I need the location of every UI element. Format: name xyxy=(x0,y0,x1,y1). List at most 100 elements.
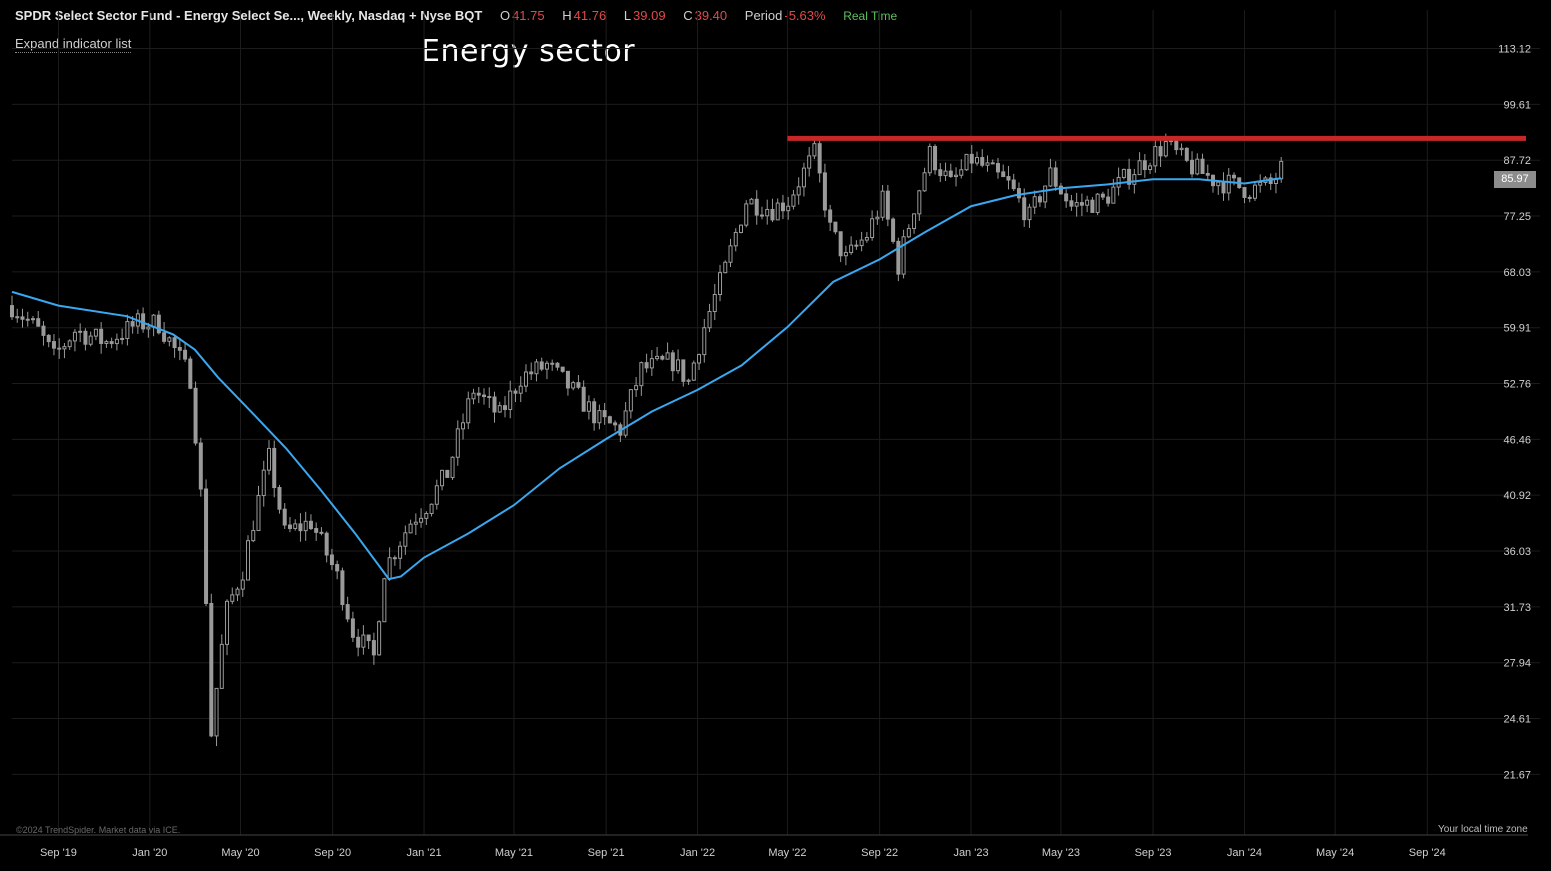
candle xyxy=(786,196,791,220)
candle xyxy=(980,149,985,168)
candle-body xyxy=(319,531,324,534)
candle-body xyxy=(744,203,749,226)
candle xyxy=(718,264,723,302)
candle xyxy=(906,224,911,239)
candle xyxy=(1100,191,1105,201)
candle xyxy=(765,199,770,225)
candle-body xyxy=(419,517,424,523)
candle xyxy=(995,157,1000,179)
candle xyxy=(377,620,382,656)
candle-body xyxy=(1242,187,1247,198)
candle-body xyxy=(1111,186,1116,204)
candle-body xyxy=(429,503,434,514)
candle xyxy=(314,522,319,541)
candle-body xyxy=(854,244,859,247)
candle xyxy=(697,353,702,370)
copyright-notice: ©2024 TrendSpider. Market data via ICE. xyxy=(16,825,181,835)
candle-body xyxy=(1258,181,1263,186)
candle-body xyxy=(896,240,901,275)
candle xyxy=(917,189,922,221)
candle-body xyxy=(697,354,702,364)
candle-body xyxy=(183,349,188,360)
y-tick-label: 59.91 xyxy=(1503,323,1531,335)
candle xyxy=(78,323,83,343)
candle-body xyxy=(649,358,654,369)
candle xyxy=(36,311,41,327)
candle-body xyxy=(1163,141,1168,157)
candle xyxy=(1106,188,1111,207)
grid xyxy=(12,10,1540,835)
y-tick-label: 87.72 xyxy=(1503,155,1531,167)
candle xyxy=(1216,180,1221,195)
candle xyxy=(733,228,738,252)
candle-body xyxy=(303,520,308,532)
symbol-title: SPDR Select Sector Fund - Energy Select … xyxy=(15,8,483,23)
candle-body xyxy=(204,488,209,604)
candle-body xyxy=(251,530,256,542)
candle-body xyxy=(1121,168,1126,178)
candle xyxy=(387,547,392,581)
timezone-label[interactable]: Your local time zone xyxy=(1438,824,1528,835)
candle-body xyxy=(492,396,497,413)
candle xyxy=(287,517,292,533)
high-value: 41.76 xyxy=(573,8,607,23)
candle xyxy=(1273,172,1278,194)
candle xyxy=(508,380,513,419)
candle xyxy=(1011,173,1016,192)
candle xyxy=(46,334,51,348)
candle-body xyxy=(833,221,838,233)
candle xyxy=(1074,192,1079,217)
candle xyxy=(822,163,827,218)
candle xyxy=(125,314,130,346)
candle-body xyxy=(497,405,502,413)
candle-body xyxy=(838,231,843,257)
close-label: C xyxy=(683,8,693,23)
candle xyxy=(219,634,224,689)
candle xyxy=(791,189,796,210)
candle xyxy=(597,404,602,430)
candle xyxy=(350,611,355,643)
candle-body xyxy=(718,272,723,296)
candle xyxy=(114,333,119,351)
candle-body xyxy=(796,186,801,196)
candle xyxy=(93,328,98,341)
candle-body xyxy=(109,341,114,345)
candle xyxy=(471,388,476,405)
candle xyxy=(943,162,948,182)
candle-body xyxy=(906,228,911,238)
x-tick-label: May '21 xyxy=(495,847,533,859)
candle-body xyxy=(398,545,403,559)
candle xyxy=(676,349,681,374)
candle xyxy=(780,194,785,220)
candle xyxy=(691,360,696,381)
candle-body xyxy=(125,321,130,339)
candle-body xyxy=(529,371,534,375)
candle-body xyxy=(1022,197,1027,221)
candle-body xyxy=(445,469,450,478)
candle xyxy=(938,163,943,182)
candle xyxy=(209,593,214,738)
candle-body xyxy=(586,401,591,412)
candle-body xyxy=(1200,158,1205,175)
candle-body xyxy=(335,564,340,572)
candle-body xyxy=(387,557,392,580)
candle xyxy=(529,362,534,380)
candle-body xyxy=(1011,179,1016,190)
candle xyxy=(455,420,460,466)
candle xyxy=(1258,174,1263,193)
candle xyxy=(1064,189,1069,208)
candle-body xyxy=(786,205,791,212)
candle xyxy=(424,511,429,526)
candle-body xyxy=(513,390,518,394)
candle xyxy=(1153,139,1158,173)
expand-indicator-list-link[interactable]: Expand indicator list xyxy=(15,36,132,53)
candle-body xyxy=(130,321,135,327)
candle-body xyxy=(188,358,193,389)
x-tick-label: May '20 xyxy=(221,847,259,859)
candle xyxy=(41,321,46,346)
candle xyxy=(120,328,125,345)
candle-body xyxy=(424,512,429,519)
candle-body xyxy=(508,390,513,410)
candle xyxy=(665,342,670,360)
